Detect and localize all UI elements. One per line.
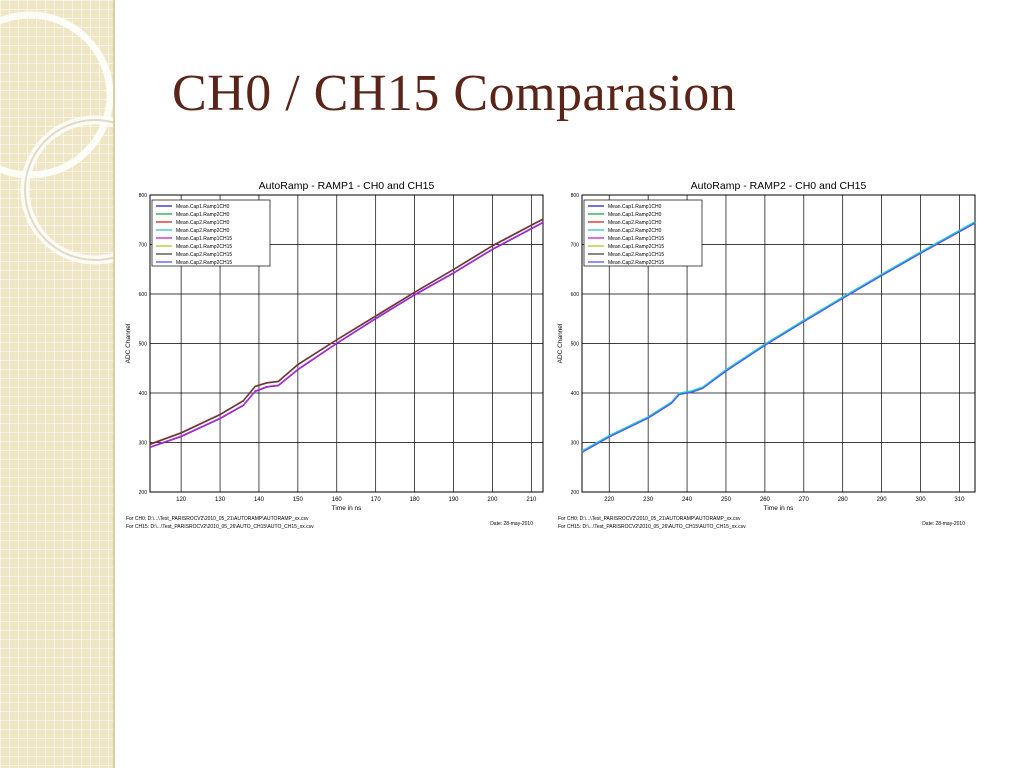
- y-tick-label: 600: [571, 292, 580, 298]
- y-tick-label: 300: [139, 441, 148, 447]
- legend-entry: Mean.Cap2.Ramp2CH0: [608, 228, 662, 234]
- x-axis-label: Time in ns: [332, 505, 362, 512]
- legend-entry: Mean.Cap2.Ramp2CH15: [608, 260, 664, 266]
- x-tick-label: 290: [877, 497, 888, 503]
- footnote-ch0: For CH0: D:\...\Test_PARISROCV2\2010_05_…: [558, 516, 741, 522]
- y-tick-label: 500: [571, 342, 580, 348]
- y-axis-label: ADC Channel: [557, 323, 564, 363]
- chart-title: AutoRamp - RAMP1 - CH0 and CH15: [259, 180, 435, 192]
- x-tick-label: 220: [604, 497, 615, 503]
- ramp2-chart: AutoRamp - RAMP2 - CH0 and CH15 220 230 240…: [557, 180, 976, 530]
- y-tick-label: 700: [139, 243, 148, 249]
- slide-title: CH0 / CH15 Comparasion: [172, 65, 737, 122]
- x-tick-label: 200: [487, 497, 498, 503]
- x-tick-label: 250: [721, 497, 732, 503]
- legend-entry: Mean.Cap1.Ramp2CH0: [176, 212, 230, 218]
- x-tick-label: 130: [215, 497, 226, 503]
- x-tick-label: 230: [643, 497, 654, 503]
- decorative-circles: [0, 11, 113, 265]
- x-tick-label: 260: [760, 497, 771, 503]
- x-tick-label: 240: [682, 497, 693, 503]
- legend-entry: Mean.Cap1.Ramp2CH15: [176, 244, 232, 250]
- legend-entry: Mean.Cap2.Ramp1CH15: [176, 252, 232, 258]
- x-tick-label: 180: [410, 497, 421, 503]
- x-tick-label: 190: [448, 497, 459, 503]
- x-tick-label: 210: [526, 497, 537, 503]
- x-tick-label: 270: [799, 497, 810, 503]
- legend-entry: Mean.Cap2.Ramp2CH15: [176, 260, 232, 266]
- series-line: [149, 218, 544, 446]
- x-tick-label: 300: [916, 497, 927, 503]
- ramp1-chart: AutoRamp - RAMP1 - CH0 and CH15 120 130 140…: [125, 180, 544, 530]
- y-tick-label: 500: [139, 342, 148, 348]
- y-tick-label: 300: [571, 441, 580, 447]
- x-tick-label: 120: [176, 497, 187, 503]
- legend-box: [583, 199, 703, 267]
- legend-entry: Mean.Cap1.Ramp1CH15: [608, 236, 664, 242]
- y-tick-label: 200: [571, 490, 580, 496]
- legend-entry: Mean.Cap1.Ramp1CH0: [176, 204, 230, 210]
- legend-box: [151, 199, 271, 267]
- y-tick-label: 400: [571, 391, 580, 397]
- series-line: [581, 221, 976, 452]
- x-tick-label: 160: [332, 497, 343, 503]
- y-tick-label: 600: [139, 292, 148, 298]
- y-tick-label: 700: [571, 243, 580, 249]
- y-tick-label: 800: [571, 193, 580, 199]
- x-tick-label: 310: [954, 497, 965, 503]
- decorative-sidebar: [0, 0, 115, 768]
- y-tick-label: 800: [139, 193, 148, 199]
- x-axis-label: Time in ns: [764, 505, 794, 512]
- legend-entry: Mean.Cap2.Ramp1CH0: [608, 220, 662, 226]
- chart-date: Date: 28-may-2010: [490, 521, 533, 527]
- legend-entry: Mean.Cap2.Ramp1CH15: [608, 252, 664, 258]
- legend: Mean.Cap1.Ramp1CH0 Mean.Cap1.Ramp2CH0 Mean…: [151, 199, 271, 267]
- x-tick-label: 280: [838, 497, 849, 503]
- y-tick-label: 400: [139, 391, 148, 397]
- legend-entry: Mean.Cap1.Ramp2CH15: [608, 244, 664, 250]
- x-tick-label: 140: [254, 497, 265, 503]
- y-axis-label: ADC Channel: [125, 323, 132, 363]
- legend-entry: Mean.Cap1.Ramp1CH15: [176, 236, 232, 242]
- x-tick-label: 150: [293, 497, 304, 503]
- legend-entry: Mean.Cap2.Ramp1CH0: [176, 220, 230, 226]
- legend-entry: Mean.Cap1.Ramp1CH0: [608, 204, 662, 210]
- series-line: [149, 221, 544, 448]
- legend-entry: Mean.Cap2.Ramp2CH0: [176, 228, 230, 234]
- legend: Mean.Cap1.Ramp1CH0 Mean.Cap1.Ramp2CH0 Mean…: [583, 199, 703, 267]
- footnote-ch15: For CH15: D:\...\Test_PARISROCV2\2010_05…: [558, 524, 746, 530]
- legend-entry: Mean.Cap1.Ramp2CH0: [608, 212, 662, 218]
- footnote-ch0: For CH0: D:\...\Test_PARISROCV2\2010_05_…: [126, 516, 309, 522]
- series-line: [581, 222, 976, 453]
- y-tick-label: 200: [139, 490, 148, 496]
- x-tick-label: 170: [371, 497, 382, 503]
- chart-date: Date: 28-may-2010: [922, 521, 965, 527]
- footnote-ch15: For CH15: D:\...\Test_PARISROCV2\2010_05…: [126, 524, 314, 530]
- chart-title: AutoRamp - RAMP2 - CH0 and CH15: [691, 180, 867, 192]
